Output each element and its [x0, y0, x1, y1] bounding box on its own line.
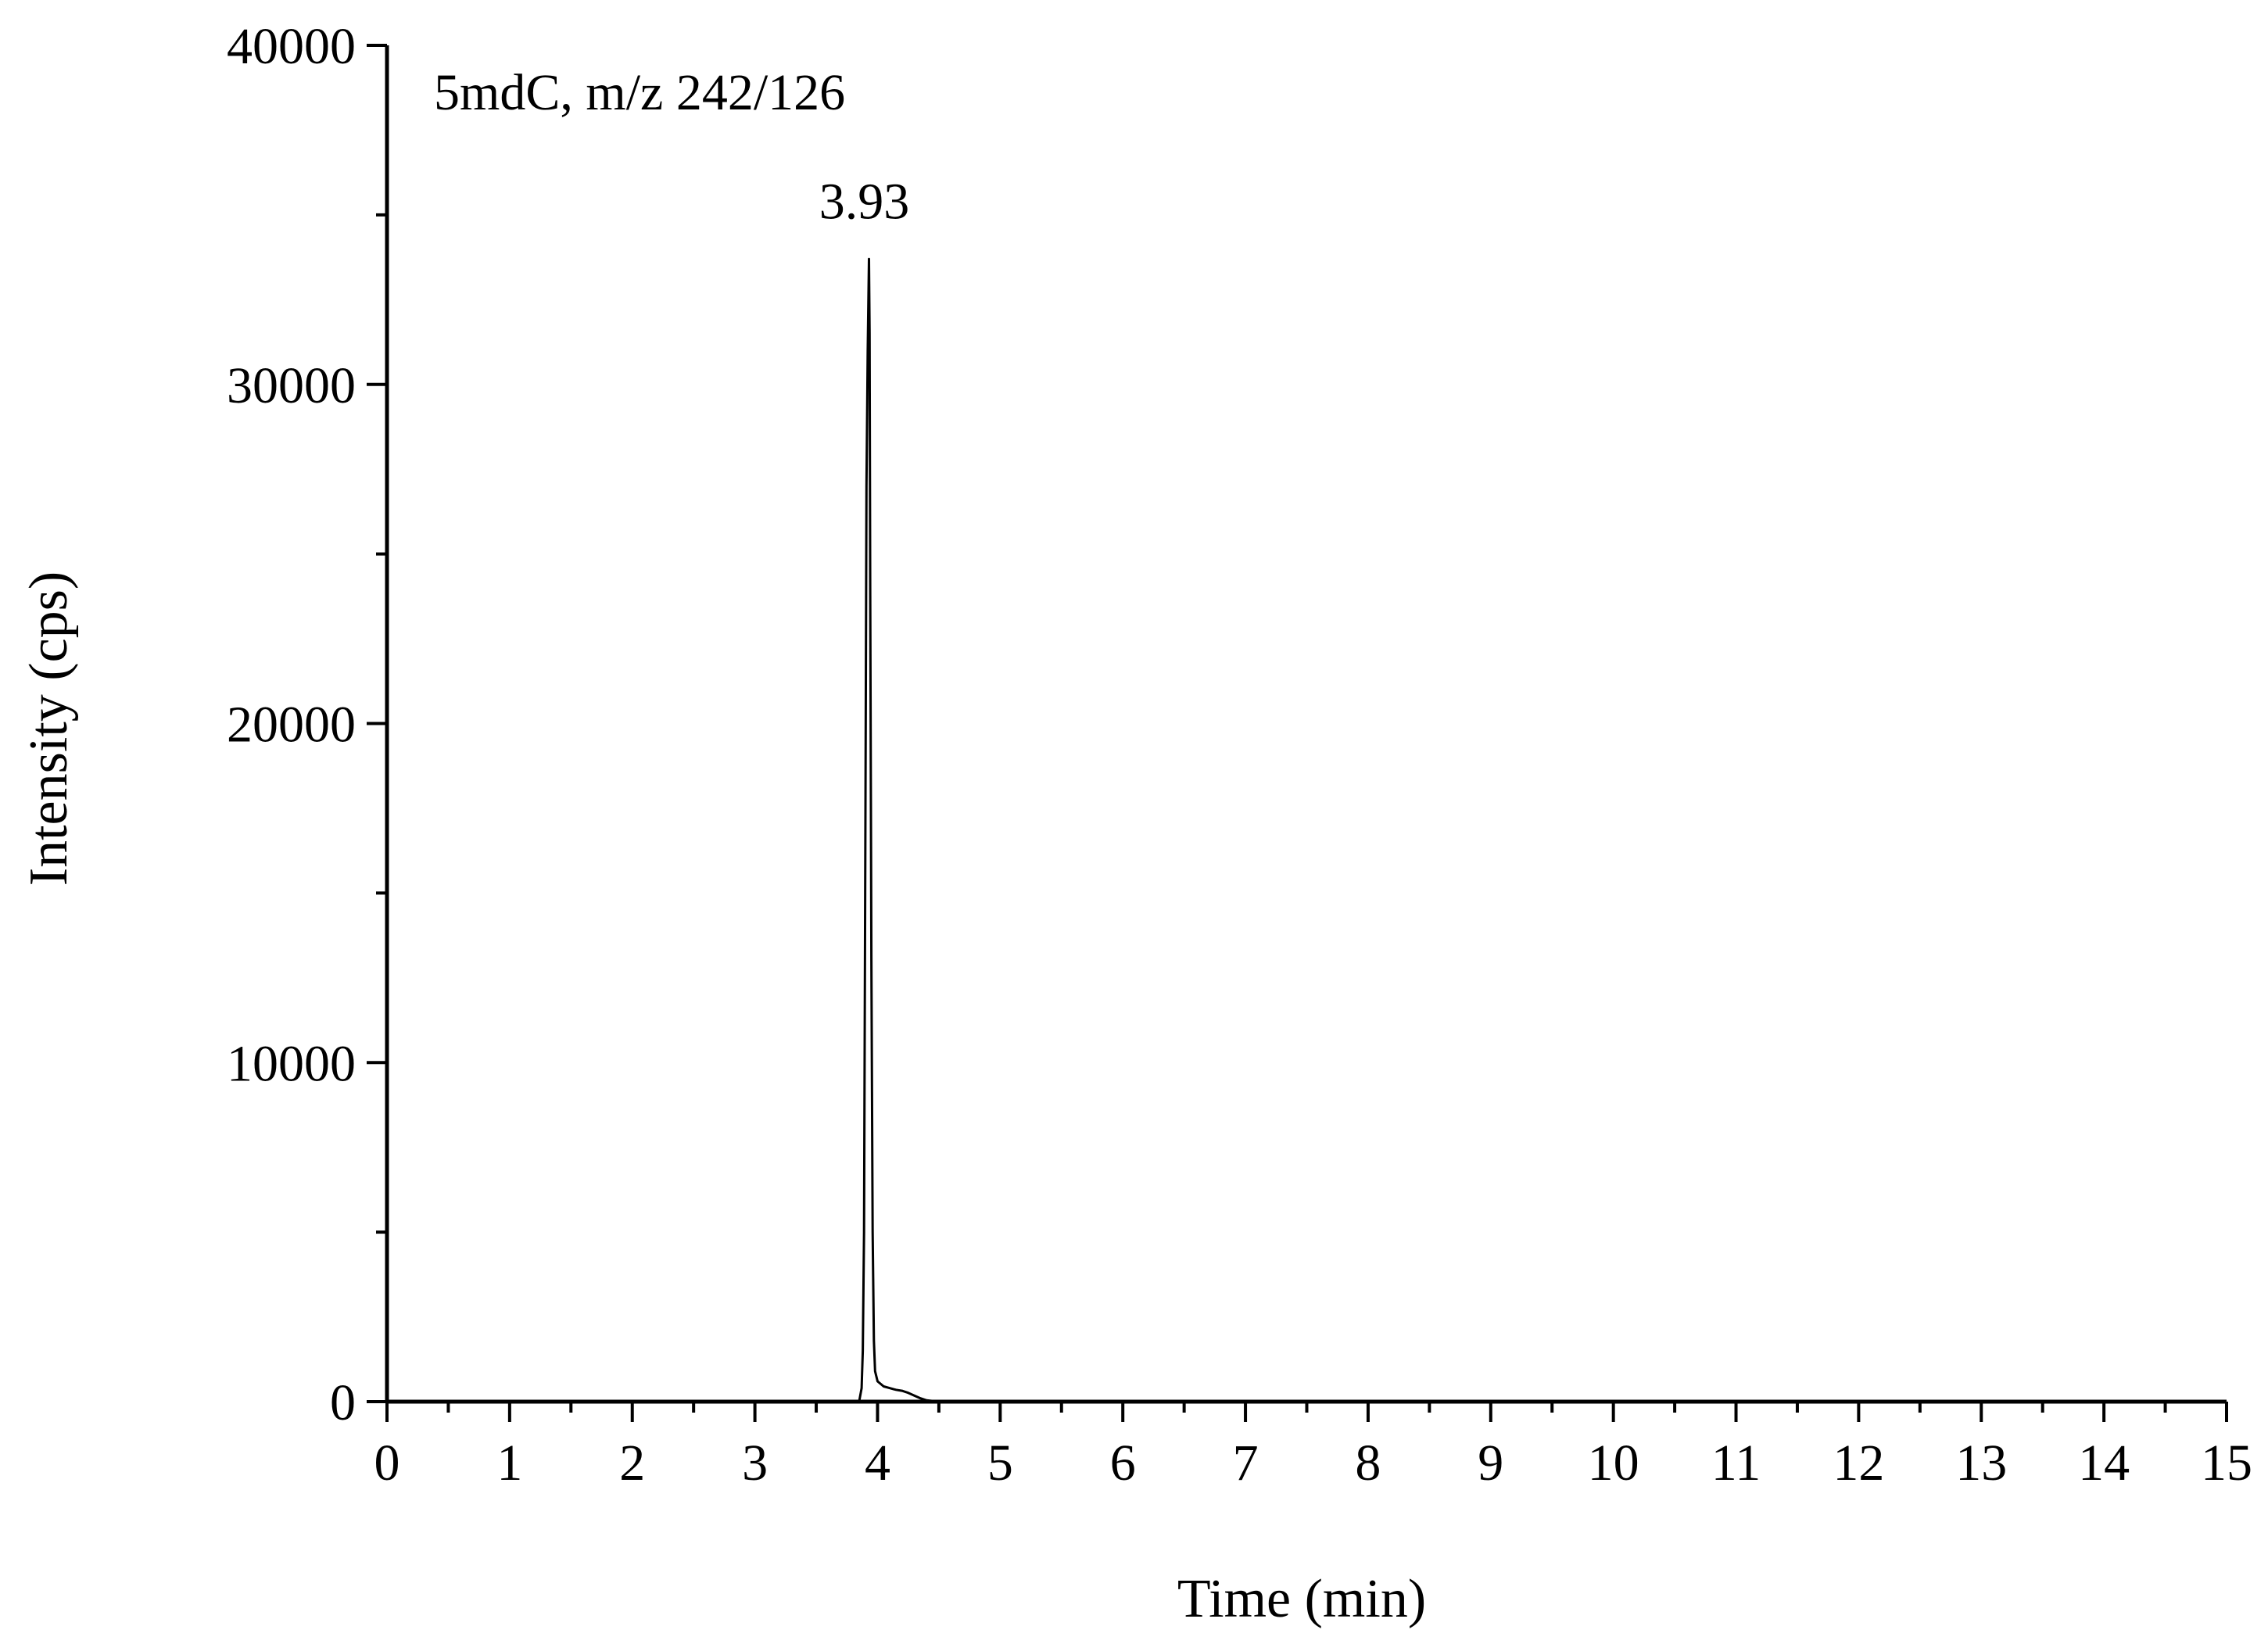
y-tick-label: 10000 [227, 1035, 356, 1092]
y-axis-title: Intensity (cps) [19, 571, 79, 886]
x-tick-label: 9 [1478, 1434, 1503, 1492]
x-tick-label: 5 [987, 1434, 1013, 1492]
x-tick-label: 10 [1588, 1434, 1639, 1492]
x-tick-label: 0 [374, 1434, 400, 1492]
x-tick-label: 15 [2201, 1434, 2252, 1492]
y-tick-label: 30000 [227, 357, 356, 414]
x-tick-label: 14 [2078, 1434, 2130, 1492]
y-tick-label: 0 [330, 1374, 356, 1431]
x-axis-title: Time (min) [1177, 1569, 1426, 1629]
compound-annotation: 5mdC, m/z 242/126 [434, 64, 845, 121]
x-major-ticks [385, 1402, 2228, 1422]
x-tick-label: 13 [1955, 1434, 2007, 1492]
x-tick-label: 1 [496, 1434, 522, 1492]
x-tick-label: 3 [742, 1434, 768, 1492]
x-tick-labels: 0 1 2 3 4 5 6 7 8 9 10 11 12 13 14 15 [374, 1434, 2253, 1492]
y-major-ticks [367, 44, 387, 1403]
x-tick-label: 6 [1110, 1434, 1136, 1492]
y-tick-label: 20000 [227, 697, 356, 754]
x-tick-label: 7 [1233, 1434, 1259, 1492]
x-tick-label: 12 [1833, 1434, 1884, 1492]
y-tick-label: 40000 [227, 18, 356, 75]
x-tick-label: 11 [1711, 1434, 1761, 1492]
series-line [387, 257, 2227, 1403]
x-tick-label: 2 [619, 1434, 645, 1492]
peak-retention-label: 3.93 [819, 173, 910, 230]
x-tick-label: 4 [865, 1434, 890, 1492]
x-tick-label: 8 [1355, 1434, 1381, 1492]
y-tick-labels: 0 10000 20000 30000 40000 [227, 18, 356, 1431]
